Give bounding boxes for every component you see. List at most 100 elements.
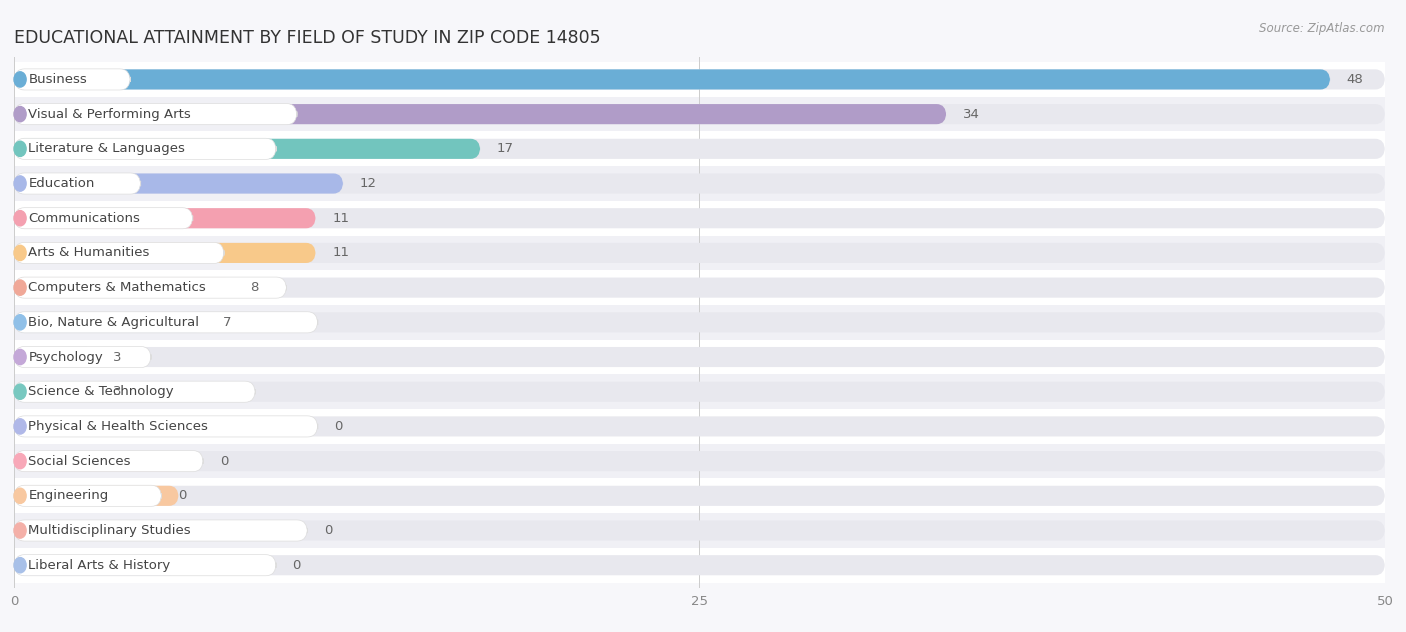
FancyBboxPatch shape	[14, 139, 481, 159]
FancyBboxPatch shape	[14, 312, 207, 332]
Text: Engineering: Engineering	[28, 489, 108, 502]
FancyBboxPatch shape	[14, 520, 1385, 540]
FancyBboxPatch shape	[14, 555, 276, 576]
FancyBboxPatch shape	[14, 243, 1385, 263]
Text: 8: 8	[250, 281, 259, 294]
Circle shape	[14, 349, 27, 365]
Text: 12: 12	[360, 177, 377, 190]
FancyBboxPatch shape	[14, 70, 1330, 90]
FancyBboxPatch shape	[14, 451, 204, 471]
Bar	[14, 131, 1385, 166]
FancyBboxPatch shape	[14, 104, 297, 125]
FancyBboxPatch shape	[14, 208, 315, 228]
FancyBboxPatch shape	[14, 347, 1385, 367]
FancyBboxPatch shape	[14, 173, 141, 194]
FancyBboxPatch shape	[14, 312, 318, 333]
Text: 7: 7	[222, 316, 231, 329]
Bar	[14, 409, 1385, 444]
Text: Psychology: Psychology	[28, 351, 103, 363]
Circle shape	[14, 210, 27, 226]
FancyBboxPatch shape	[14, 520, 179, 540]
Bar	[14, 97, 1385, 131]
FancyBboxPatch shape	[14, 347, 96, 367]
Bar	[14, 374, 1385, 409]
FancyBboxPatch shape	[14, 208, 1385, 228]
Text: Source: ZipAtlas.com: Source: ZipAtlas.com	[1260, 22, 1385, 35]
Bar	[14, 166, 1385, 201]
Circle shape	[14, 245, 27, 260]
Text: Literature & Languages: Literature & Languages	[28, 142, 186, 155]
Text: Education: Education	[28, 177, 94, 190]
Circle shape	[14, 176, 27, 191]
FancyBboxPatch shape	[14, 208, 193, 229]
Circle shape	[14, 419, 27, 434]
FancyBboxPatch shape	[14, 173, 343, 193]
Text: 34: 34	[963, 107, 980, 121]
Bar	[14, 236, 1385, 270]
Text: 17: 17	[496, 142, 513, 155]
FancyBboxPatch shape	[14, 520, 308, 541]
Text: Arts & Humanities: Arts & Humanities	[28, 246, 149, 259]
Circle shape	[14, 280, 27, 295]
Text: 11: 11	[332, 212, 349, 225]
FancyBboxPatch shape	[14, 416, 318, 437]
Text: EDUCATIONAL ATTAINMENT BY FIELD OF STUDY IN ZIP CODE 14805: EDUCATIONAL ATTAINMENT BY FIELD OF STUDY…	[14, 29, 600, 47]
Circle shape	[14, 384, 27, 399]
Circle shape	[14, 315, 27, 330]
Text: Science & Technology: Science & Technology	[28, 386, 174, 398]
FancyBboxPatch shape	[14, 555, 1385, 575]
Circle shape	[14, 454, 27, 469]
FancyBboxPatch shape	[14, 104, 946, 125]
FancyBboxPatch shape	[14, 382, 1385, 402]
FancyBboxPatch shape	[14, 416, 179, 437]
FancyBboxPatch shape	[14, 451, 179, 471]
FancyBboxPatch shape	[14, 277, 287, 298]
Text: 3: 3	[112, 351, 121, 363]
Circle shape	[14, 557, 27, 573]
FancyBboxPatch shape	[14, 416, 1385, 437]
Bar	[14, 305, 1385, 339]
Bar	[14, 201, 1385, 236]
Circle shape	[14, 107, 27, 122]
FancyBboxPatch shape	[14, 277, 233, 298]
FancyBboxPatch shape	[14, 243, 315, 263]
Text: 48: 48	[1347, 73, 1364, 86]
Circle shape	[14, 141, 27, 157]
FancyBboxPatch shape	[14, 486, 1385, 506]
FancyBboxPatch shape	[14, 346, 152, 368]
Text: Bio, Nature & Agricultural: Bio, Nature & Agricultural	[28, 316, 200, 329]
Bar	[14, 270, 1385, 305]
Text: 0: 0	[323, 524, 332, 537]
FancyBboxPatch shape	[14, 139, 1385, 159]
FancyBboxPatch shape	[14, 69, 131, 90]
Text: Multidisciplinary Studies: Multidisciplinary Studies	[28, 524, 191, 537]
Text: 0: 0	[219, 454, 228, 468]
Circle shape	[14, 488, 27, 504]
FancyBboxPatch shape	[14, 486, 179, 506]
FancyBboxPatch shape	[14, 485, 162, 506]
FancyBboxPatch shape	[14, 555, 179, 575]
Circle shape	[14, 72, 27, 87]
FancyBboxPatch shape	[14, 381, 256, 403]
Text: 0: 0	[335, 420, 343, 433]
Text: Social Sciences: Social Sciences	[28, 454, 131, 468]
FancyBboxPatch shape	[14, 104, 1385, 125]
FancyBboxPatch shape	[14, 382, 96, 402]
FancyBboxPatch shape	[14, 312, 1385, 332]
FancyBboxPatch shape	[14, 242, 224, 264]
Text: 0: 0	[179, 489, 187, 502]
Text: Visual & Performing Arts: Visual & Performing Arts	[28, 107, 191, 121]
FancyBboxPatch shape	[14, 451, 1385, 471]
Text: 11: 11	[332, 246, 349, 259]
Text: Computers & Mathematics: Computers & Mathematics	[28, 281, 207, 294]
Text: Physical & Health Sciences: Physical & Health Sciences	[28, 420, 208, 433]
Bar	[14, 444, 1385, 478]
Text: 3: 3	[112, 386, 121, 398]
Text: Business: Business	[28, 73, 87, 86]
FancyBboxPatch shape	[14, 173, 1385, 193]
FancyBboxPatch shape	[14, 277, 1385, 298]
Text: Liberal Arts & History: Liberal Arts & History	[28, 559, 170, 572]
Bar	[14, 339, 1385, 374]
Bar	[14, 62, 1385, 97]
Circle shape	[14, 523, 27, 538]
